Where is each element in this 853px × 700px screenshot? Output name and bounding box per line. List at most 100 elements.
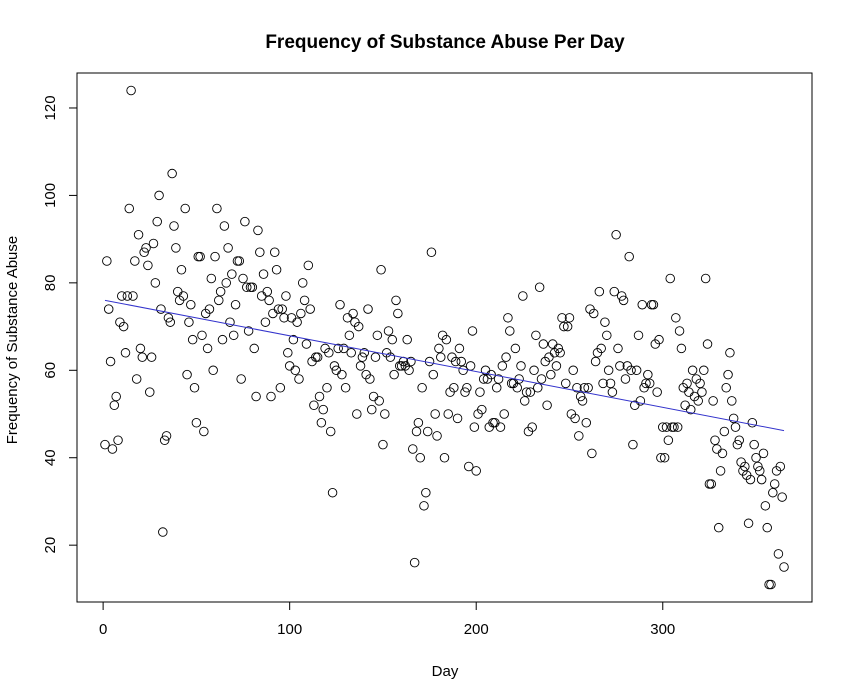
data-point bbox=[212, 203, 222, 214]
data-point bbox=[628, 439, 638, 450]
data-point bbox=[534, 282, 545, 292]
data-point bbox=[137, 352, 148, 362]
data-point bbox=[260, 317, 271, 327]
data-point bbox=[296, 308, 306, 319]
data-point bbox=[499, 409, 509, 419]
data-point bbox=[564, 313, 575, 323]
data-point bbox=[486, 369, 496, 380]
data-point bbox=[760, 501, 771, 511]
data-point bbox=[348, 308, 358, 319]
data-point bbox=[135, 343, 146, 354]
data-point bbox=[150, 278, 161, 288]
data-point bbox=[255, 247, 265, 257]
data-point bbox=[249, 343, 259, 354]
y-axis: 20 40 60 80 100 120 bbox=[42, 95, 78, 554]
data-point bbox=[264, 295, 274, 306]
data-point bbox=[713, 522, 724, 533]
data-point bbox=[755, 466, 765, 476]
x-tick-label: 300 bbox=[650, 621, 675, 638]
y-tick-label: 20 bbox=[42, 537, 59, 554]
data-point bbox=[529, 365, 539, 376]
data-point bbox=[154, 190, 164, 201]
data-point bbox=[525, 387, 536, 397]
data-point bbox=[749, 439, 759, 450]
data-point bbox=[411, 426, 422, 437]
data-point bbox=[148, 238, 159, 249]
data-point bbox=[518, 291, 528, 301]
data-point bbox=[417, 383, 427, 393]
data-point bbox=[359, 348, 370, 358]
data-point bbox=[551, 361, 562, 371]
data-point bbox=[146, 352, 157, 362]
data-point bbox=[380, 409, 390, 419]
trend-line bbox=[104, 299, 785, 432]
y-tick-label: 100 bbox=[42, 183, 59, 208]
data-point bbox=[102, 256, 112, 266]
data-point bbox=[406, 356, 416, 367]
data-point bbox=[575, 391, 586, 402]
data-point bbox=[426, 247, 437, 257]
data-point bbox=[607, 387, 618, 397]
data-point bbox=[288, 334, 299, 345]
data-point bbox=[228, 330, 239, 341]
data-point bbox=[477, 404, 487, 415]
data-point bbox=[366, 404, 377, 415]
data-point bbox=[618, 295, 629, 306]
data-point bbox=[590, 356, 601, 367]
data-point bbox=[434, 343, 444, 354]
data-point bbox=[449, 383, 459, 393]
data-point bbox=[195, 251, 205, 262]
data-point bbox=[475, 387, 485, 397]
data-point bbox=[408, 444, 418, 454]
data-point bbox=[464, 461, 474, 472]
data-point bbox=[495, 422, 506, 432]
data-point bbox=[674, 326, 685, 336]
data-point bbox=[193, 251, 204, 262]
data-point bbox=[327, 487, 338, 498]
data-point bbox=[204, 304, 215, 314]
data-point bbox=[325, 426, 336, 437]
data-point bbox=[301, 339, 312, 349]
data-point bbox=[277, 304, 287, 314]
data-point bbox=[242, 282, 252, 292]
data-point bbox=[615, 361, 625, 371]
data-point bbox=[516, 361, 526, 371]
data-point bbox=[124, 203, 134, 214]
data-point bbox=[378, 439, 388, 450]
data-point bbox=[641, 378, 651, 389]
data-point bbox=[312, 352, 323, 362]
data-point bbox=[717, 448, 728, 459]
data-point bbox=[519, 396, 530, 406]
data-point bbox=[768, 487, 778, 498]
data-point bbox=[531, 330, 541, 341]
data-point bbox=[600, 317, 610, 327]
data-point bbox=[747, 418, 758, 428]
data-point bbox=[503, 313, 513, 323]
y-axis-label: Frequency of Substance Abuse bbox=[4, 236, 21, 444]
data-point bbox=[156, 304, 166, 314]
data-point bbox=[706, 479, 717, 489]
data-point bbox=[419, 501, 429, 511]
data-point bbox=[730, 422, 741, 432]
data-point bbox=[389, 369, 399, 380]
data-point bbox=[344, 330, 355, 341]
data-point bbox=[555, 348, 565, 358]
chart-title: Frequency of Substance Abuse Per Day bbox=[265, 32, 625, 53]
data-point bbox=[214, 295, 224, 306]
data-point bbox=[777, 492, 787, 502]
data-point bbox=[441, 334, 452, 345]
data-point bbox=[456, 356, 467, 367]
data-point bbox=[656, 452, 666, 463]
data-point bbox=[275, 383, 286, 393]
data-point bbox=[197, 330, 207, 341]
data-point bbox=[391, 295, 401, 306]
data-point bbox=[620, 374, 631, 384]
data-point bbox=[626, 365, 636, 376]
data-point bbox=[335, 299, 345, 310]
data-point bbox=[491, 383, 502, 393]
data-point bbox=[131, 374, 142, 384]
data-point bbox=[428, 369, 439, 380]
data-point bbox=[762, 522, 772, 533]
y-tick-label: 120 bbox=[42, 95, 59, 120]
data-point bbox=[268, 308, 278, 319]
